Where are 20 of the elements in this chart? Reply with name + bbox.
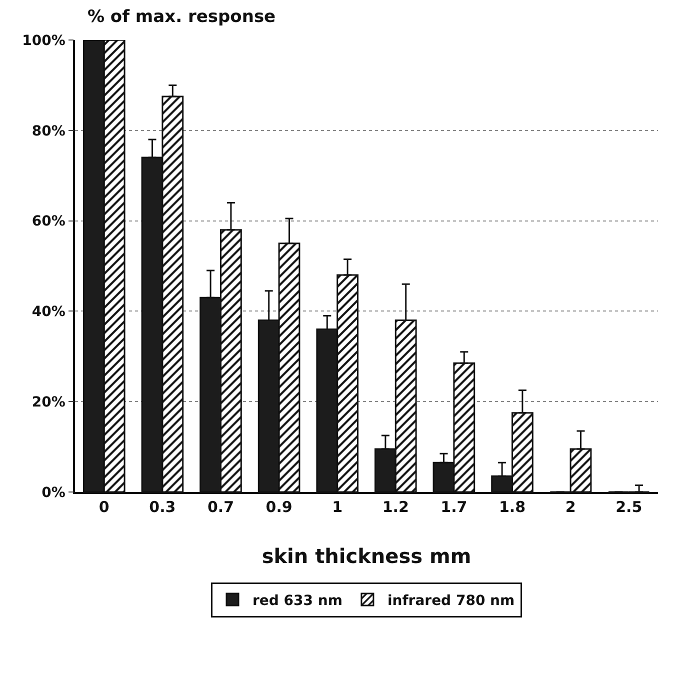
y-tick-label: 60% bbox=[32, 214, 66, 230]
x-tick-label: 1.8 bbox=[498, 498, 526, 516]
chart-title: % of max. response bbox=[87, 7, 276, 28]
x-tick-label: 0.3 bbox=[149, 498, 176, 516]
text: infrared 780 nm bbox=[387, 592, 515, 609]
x-tick-label: 0.7 bbox=[207, 498, 234, 516]
x-tick-label: 1 bbox=[332, 498, 343, 516]
x-axis-title: skin thickness mm bbox=[262, 544, 472, 568]
y-tick-label: 0% bbox=[42, 484, 66, 501]
x-tick-label: 0 bbox=[98, 498, 110, 516]
x-tick-label: 2 bbox=[565, 498, 576, 516]
y-tick-label: 20% bbox=[32, 394, 66, 410]
x-tick-label: 0.9 bbox=[266, 498, 292, 516]
x-tick-label: 1.7 bbox=[440, 498, 468, 516]
legend-label: red 633 nm bbox=[252, 592, 342, 609]
y-tick-label: 40% bbox=[32, 304, 66, 320]
y-tick-label: 100% bbox=[22, 32, 66, 49]
y-tick-label: 80% bbox=[32, 123, 66, 140]
x-tick-label: 1.2 bbox=[382, 498, 409, 516]
x-tick-label: 2.5 bbox=[616, 498, 642, 516]
